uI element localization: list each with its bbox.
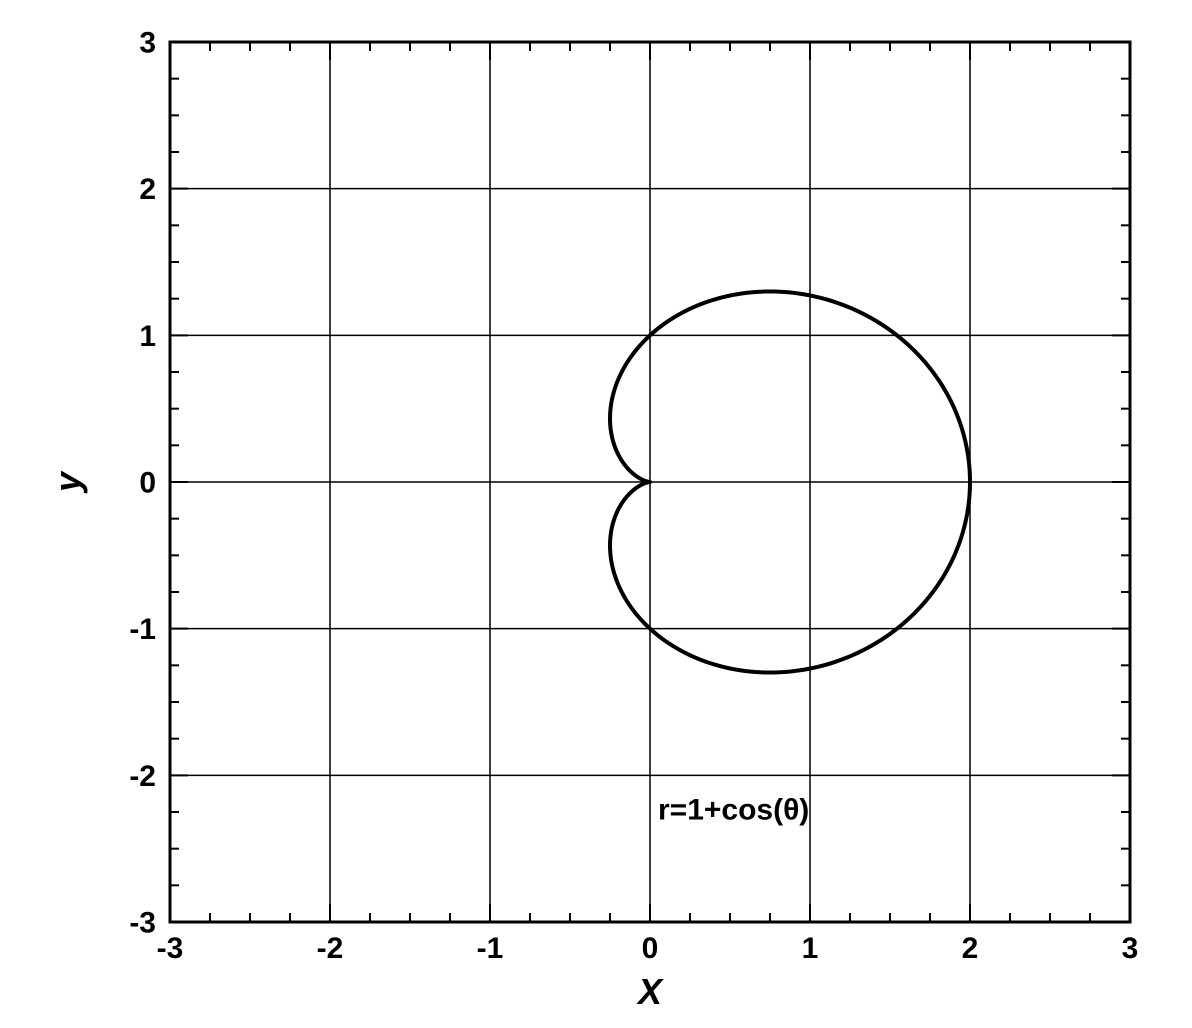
y-axis-label: y bbox=[47, 470, 88, 494]
y-tick-label: -2 bbox=[129, 760, 156, 793]
y-tick-label: 1 bbox=[139, 320, 156, 353]
y-tick-label: 0 bbox=[139, 467, 156, 500]
equation-label: r=1+cos(θ) bbox=[658, 793, 809, 826]
y-tick-label: -3 bbox=[129, 907, 156, 940]
x-tick-label: 2 bbox=[962, 932, 979, 965]
x-tick-label: -2 bbox=[317, 932, 344, 965]
chart-container: -3 -2 -1 0 1 2 3 -3 -2 -1 0 1 2 3 Xy r=1+cos(θ) bbox=[0, 0, 1192, 1028]
x-tick-label: -1 bbox=[477, 932, 504, 965]
chart-background bbox=[0, 0, 1192, 1028]
y-tick-label: 2 bbox=[139, 173, 156, 206]
x-tick-label: 1 bbox=[802, 932, 819, 965]
y-tick-label: -1 bbox=[129, 613, 156, 646]
chart-svg: -3 -2 -1 0 1 2 3 -3 -2 -1 0 1 2 3 Xy r=1+cos(θ) bbox=[0, 0, 1192, 1028]
x-axis-label: X bbox=[636, 971, 664, 1012]
y-tick-label: 3 bbox=[139, 27, 156, 60]
x-tick-label: 0 bbox=[642, 932, 659, 965]
x-tick-label: -3 bbox=[157, 932, 184, 965]
x-tick-label: 3 bbox=[1122, 932, 1139, 965]
